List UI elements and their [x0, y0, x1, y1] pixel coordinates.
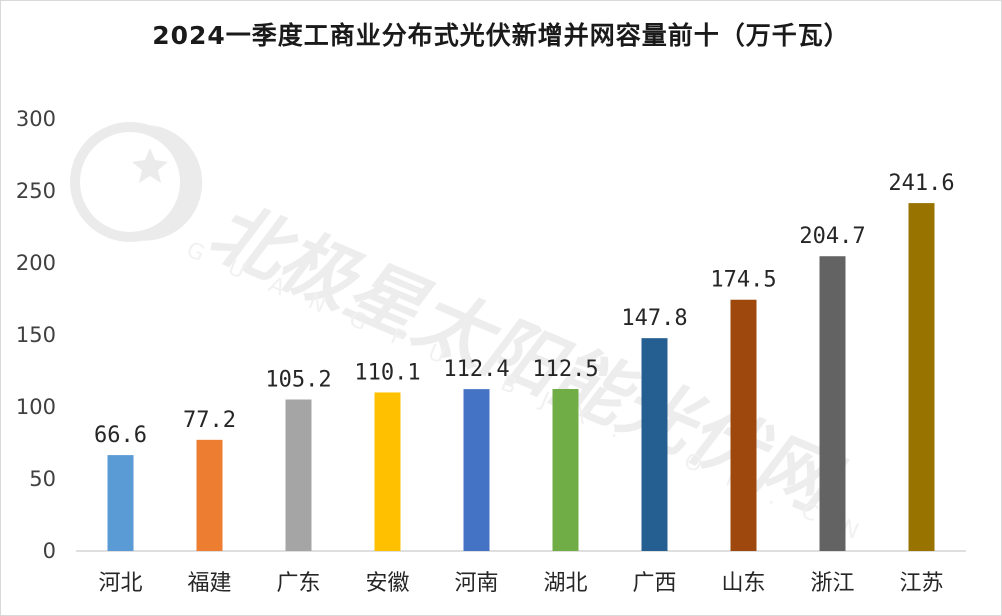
data-label: 66.6: [94, 423, 147, 448]
data-label: 112.5: [532, 357, 598, 382]
bar: [285, 399, 312, 551]
y-tick-label: 200: [16, 251, 56, 275]
bars: 66.6 河北 77.2 福建 105.2 广东 110.1 安徽 112.4 河南 112.5 湖北…: [94, 171, 955, 596]
data-label: 110.1: [354, 360, 420, 385]
bar: [730, 299, 757, 551]
x-tick-label: 河北: [98, 571, 142, 596]
bar: [908, 203, 935, 551]
y-tick-label: 250: [16, 179, 56, 203]
x-tick-label: 河南: [454, 571, 498, 596]
x-tick-label: 安徽: [365, 571, 409, 596]
bar: [196, 439, 223, 551]
x-tick-label: 福建: [187, 571, 231, 596]
bar: [552, 389, 579, 551]
chart-title: 2024一季度工商业分布式光伏新增并网容量前十（万千瓦）: [152, 21, 850, 50]
data-label: 241.6: [888, 171, 954, 196]
x-tick-label: 江苏: [899, 571, 943, 596]
x-tick-label: 广西: [632, 571, 676, 596]
data-label: 105.2: [265, 368, 331, 393]
y-tick-label: 50: [29, 467, 56, 491]
bar: [819, 256, 846, 551]
bar: [374, 392, 401, 551]
x-tick-label: 浙江: [810, 571, 854, 596]
x-tick-label: 广东: [276, 571, 320, 596]
data-label: 77.2: [183, 408, 236, 433]
y-tick-label: 300: [16, 107, 56, 131]
bar: [107, 455, 134, 551]
bar: [463, 389, 490, 551]
axes: 0 50 100 150 200 250 300: [16, 107, 966, 563]
bar: [641, 338, 668, 551]
data-label: 147.8: [621, 306, 687, 331]
y-tick-label: 0: [43, 539, 56, 563]
data-label: 204.7: [799, 224, 865, 249]
polaris-star-logo: [70, 122, 203, 242]
x-tick-label: 湖北: [543, 571, 587, 596]
data-label: 174.5: [710, 268, 776, 293]
y-tick-label: 100: [16, 395, 56, 419]
x-tick-label: 山东: [721, 571, 765, 596]
y-tick-label: 150: [16, 323, 56, 347]
data-label: 112.4: [443, 357, 509, 382]
